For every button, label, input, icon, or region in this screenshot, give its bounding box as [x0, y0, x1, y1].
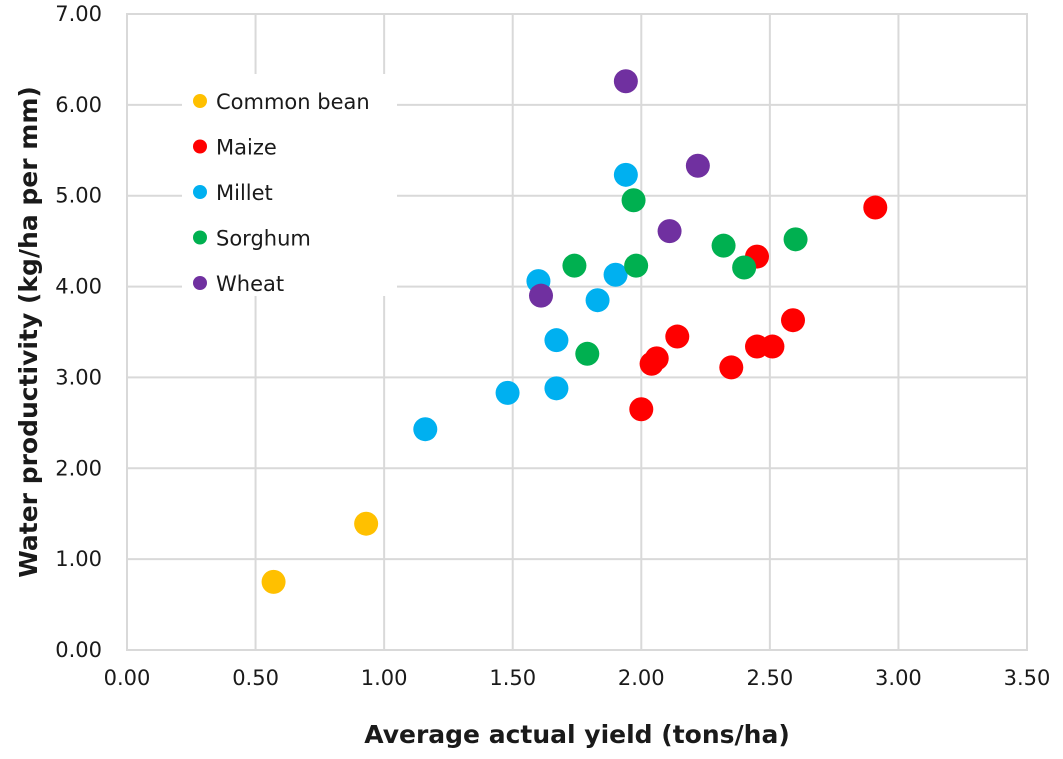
legend-marker [193, 139, 207, 154]
x-tick-label: 1.00 [361, 666, 408, 690]
legend-marker [193, 230, 207, 245]
y-tick-label: 1.00 [55, 547, 102, 571]
legend-marker [193, 94, 207, 108]
millet-point [544, 328, 569, 353]
y-tick-label: 6.00 [55, 93, 102, 117]
wheat-point [657, 219, 682, 244]
x-tick-label: 3.00 [875, 666, 922, 690]
legend-marker [193, 276, 207, 290]
x-tick-label: 1.50 [489, 666, 536, 690]
sorghum-point [732, 255, 757, 280]
sorghum-point [562, 253, 587, 278]
sorghum-point [624, 253, 649, 278]
millet-point [495, 380, 520, 405]
sorghum-point [575, 341, 600, 366]
y-tick-label: 0.00 [55, 638, 102, 662]
legend-background [182, 74, 397, 296]
y-axis-title: Water productivity (kg/ha per mm) [14, 86, 43, 578]
data-points [261, 69, 888, 594]
x-tick-label: 2.00 [618, 666, 665, 690]
maize-point [665, 324, 690, 349]
x-tick-label: 3.50 [1004, 666, 1051, 690]
legend-label: Sorghum [216, 227, 311, 251]
maize-point [719, 355, 744, 380]
millet-point [613, 162, 638, 187]
x-tick-label: 0.00 [104, 666, 151, 690]
maize-point [760, 334, 785, 359]
y-tick-label: 3.00 [55, 365, 102, 389]
legend-label: Wheat [216, 272, 284, 296]
y-tick-label: 7.00 [55, 2, 102, 26]
plot-area-frame [126, 13, 1028, 651]
legend-label: Millet [216, 181, 273, 205]
x-tick-label: 0.50 [232, 666, 279, 690]
sorghum-point [621, 188, 646, 213]
x-axis-title: Average actual yield (tons/ha) [364, 720, 790, 749]
wheat-point [529, 283, 553, 308]
sorghum-point [711, 233, 736, 258]
millet-point [603, 262, 628, 287]
maize-point [863, 195, 888, 220]
legend-label: Common bean [216, 90, 370, 114]
common-bean-point [261, 569, 286, 594]
y-tick-label: 4.00 [55, 275, 102, 299]
millet-point [544, 376, 569, 401]
maize-point [781, 308, 805, 333]
legend-label: Maize [216, 136, 277, 160]
wheat-point [685, 153, 710, 178]
common-bean-point [354, 511, 379, 536]
maize-point [644, 346, 669, 371]
millet-point [413, 417, 438, 442]
legend-marker [193, 185, 207, 199]
millet-point [585, 288, 610, 313]
y-tick-label: 5.00 [55, 184, 102, 208]
legend: Common bean Maize Millet Sorghum Wheat [182, 74, 397, 296]
maize-point [629, 397, 654, 422]
tick-labels: 0.00 0.50 1.00 1.50 2.00 2.50 3.00 3.50 0.00 1.00… [55, 2, 1050, 690]
sorghum-point [783, 227, 808, 252]
y-tick-label: 2.00 [55, 456, 102, 480]
wheat-point [613, 69, 638, 94]
x-tick-label: 2.50 [746, 666, 793, 690]
